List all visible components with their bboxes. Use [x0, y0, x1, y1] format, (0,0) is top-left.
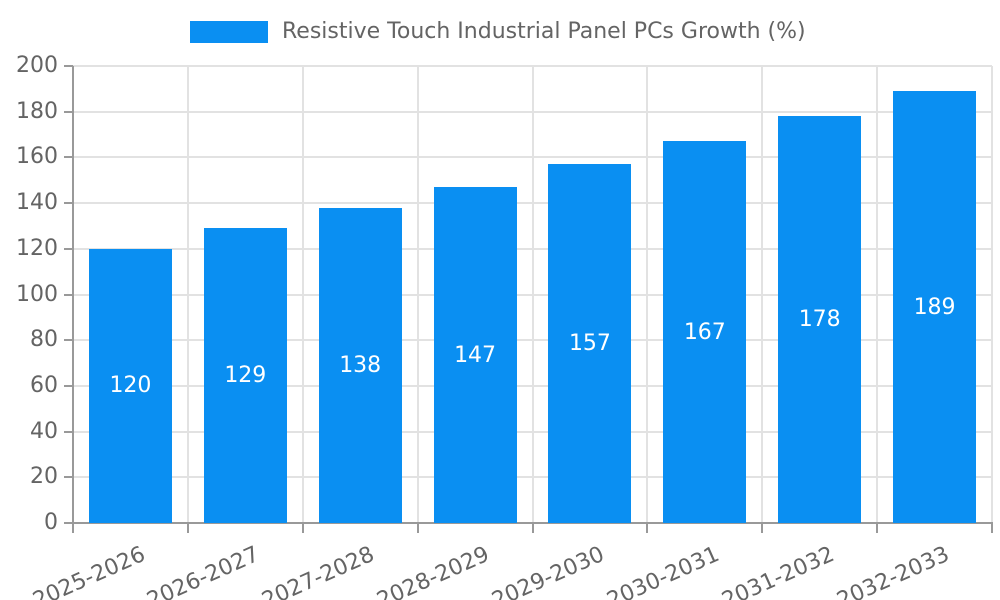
legend-swatch: [190, 21, 268, 43]
y-axis-label: 0: [44, 510, 58, 535]
x-axis-label: 2025-2026: [28, 542, 149, 600]
plot-area: 120 129 138 147 157 167 178 189: [72, 65, 993, 524]
bar-value-label: 138: [339, 352, 382, 378]
x-gridline: [991, 66, 993, 523]
y-axis-label: 140: [16, 190, 58, 216]
y-tick: [64, 476, 73, 479]
y-tick: [64, 202, 73, 205]
y-axis-label: 20: [30, 464, 58, 490]
y-tick: [64, 384, 73, 387]
x-axis-label: 2031-2032: [718, 542, 838, 600]
y-axis-label: 80: [30, 327, 58, 353]
bar-value-label: 147: [454, 342, 497, 368]
y-tick: [64, 156, 73, 159]
x-axis-label: 2032-2033: [833, 542, 953, 600]
y-tick: [64, 430, 73, 433]
x-axis-label: 2030-2031: [603, 542, 723, 600]
x-tick: [876, 524, 879, 533]
x-gridline: [646, 66, 649, 523]
x-tick: [991, 524, 993, 533]
x-axis-label: 2027-2028: [258, 542, 379, 600]
bar-value-label: 129: [224, 363, 267, 389]
y-axis-label: 160: [16, 144, 58, 170]
y-axis-label: 40: [30, 418, 58, 444]
bar: 157: [548, 164, 632, 523]
bar-value-label: 178: [798, 307, 841, 333]
y-axis-label: 120: [16, 235, 58, 261]
x-gridline: [186, 66, 189, 523]
y-tick: [64, 110, 73, 113]
y-axis-label: 100: [16, 281, 58, 307]
y-axis-label: 60: [30, 372, 58, 398]
x-gridline: [416, 66, 419, 523]
x-gridline: [531, 66, 534, 523]
bar: 129: [203, 228, 287, 523]
y-tick: [64, 522, 73, 524]
y-tick: [64, 293, 73, 296]
bar: 178: [778, 116, 862, 523]
bar-value-label: 189: [913, 294, 956, 320]
x-axis-label: 2028-2029: [373, 542, 494, 600]
y-axis-line: [72, 66, 74, 523]
x-gridline: [876, 66, 879, 523]
bar-value-label: 157: [568, 331, 611, 357]
y-tick: [64, 339, 73, 342]
bar: 147: [433, 187, 517, 523]
x-tick: [72, 524, 74, 533]
x-tick: [646, 524, 649, 533]
bar: 189: [893, 91, 977, 523]
bar: 120: [88, 248, 172, 523]
x-axis-label: 2026-2027: [143, 542, 264, 600]
y-axis-label: 180: [16, 98, 58, 124]
legend-label: Resistive Touch Industrial Panel PCs Gro…: [282, 19, 806, 44]
bar-value-label: 167: [683, 319, 726, 345]
y-axis-label: 200: [16, 53, 58, 78]
x-tick: [531, 524, 534, 533]
x-tick: [186, 524, 189, 533]
bar-value-label: 120: [109, 373, 152, 399]
legend: Resistive Touch Industrial Panel PCs Gro…: [190, 21, 806, 43]
x-gridline: [761, 66, 764, 523]
bar: 138: [318, 207, 402, 523]
bar: 167: [663, 141, 747, 523]
x-tick: [416, 524, 419, 533]
x-tick: [301, 524, 304, 533]
y-tick: [64, 65, 73, 67]
x-axis-label: 2029-2030: [488, 542, 609, 600]
x-tick: [761, 524, 764, 533]
x-axis-line: [72, 522, 993, 524]
x-gridline: [301, 66, 304, 523]
y-tick: [64, 247, 73, 250]
